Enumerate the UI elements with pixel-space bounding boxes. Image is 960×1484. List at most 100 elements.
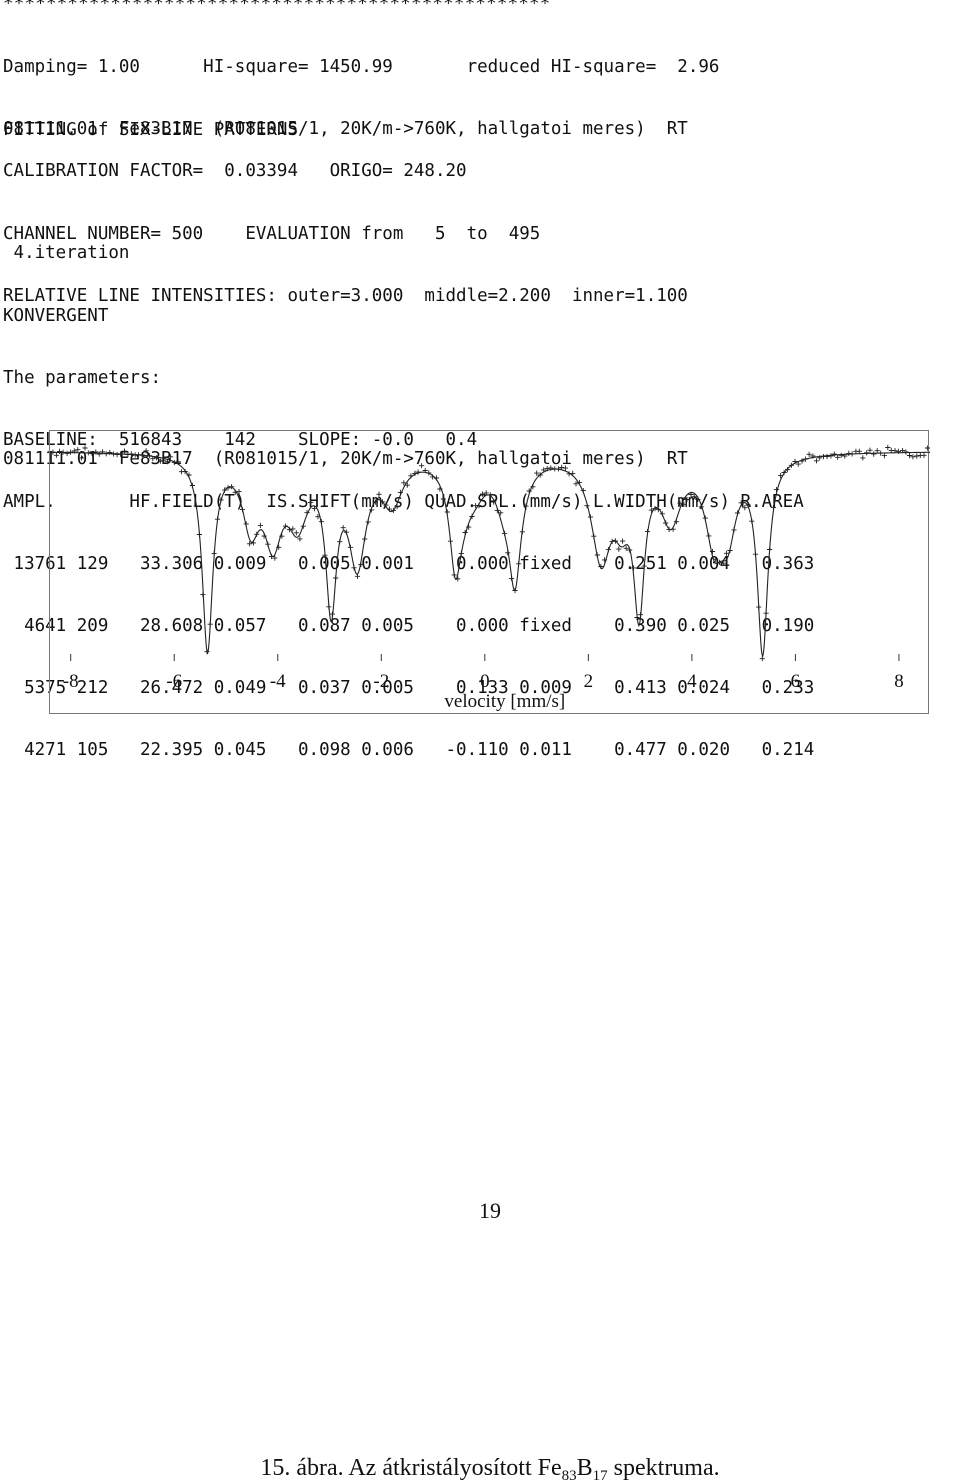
data-point [164, 459, 171, 465]
data-point [157, 458, 163, 464]
calibration-factor-line: CALIBRATION FACTOR= 0.03394 ORIGO= 248.2… [3, 161, 467, 182]
x-tick-label: 8 [894, 671, 904, 692]
data-point [433, 475, 440, 481]
data-point [856, 448, 862, 454]
data-point [82, 445, 88, 451]
x-axis: -8 -6 -4 -2 0 2 4 6 8 velocity [mm/s] [63, 654, 904, 712]
data-point [426, 470, 432, 476]
data-point [806, 451, 812, 457]
baseline-line: BASELINE: 516843 142 SLOPE: -0.0 0.4 [3, 429, 478, 450]
data-point [351, 565, 357, 571]
data-point [727, 547, 733, 554]
data-point [573, 481, 579, 487]
data-point [329, 611, 335, 617]
data-point [189, 482, 195, 489]
line-intensities-line: RELATIVE LINE INTENSITIES: outer=3.000 m… [3, 285, 688, 306]
table-row: 4641 209 28.608 0.057 0.087 0.005 0.000 … [3, 615, 815, 636]
data-point [261, 533, 267, 539]
sample-line: 081111.01 Fe83B17 (R081015/1, 20K/m->760… [3, 78, 688, 161]
data-point [390, 507, 396, 513]
data-point [218, 497, 224, 503]
data-point [236, 489, 242, 495]
data-point [103, 451, 109, 457]
data-point [644, 529, 651, 535]
convergence-line: KONVERGENT [3, 305, 109, 326]
data-point [487, 492, 493, 498]
channel-number-line: CHANNEL NUMBER= 500 EVALUATION from 5 to… [3, 223, 541, 244]
data-point [502, 530, 508, 536]
data-point [286, 527, 292, 533]
data-point [878, 450, 884, 456]
data-point [279, 533, 285, 539]
data-point [276, 544, 282, 550]
data-point [695, 496, 701, 502]
data-point [99, 449, 106, 455]
data-point [795, 461, 801, 467]
data-point [415, 469, 421, 475]
data-point [846, 450, 852, 456]
data-point [462, 529, 468, 536]
data-point [842, 453, 848, 459]
data-point [559, 464, 565, 471]
data-point [817, 455, 823, 461]
data-point [752, 551, 759, 557]
data-point [362, 536, 368, 542]
data-point [117, 451, 124, 457]
data-point [508, 575, 515, 581]
data-point [67, 449, 74, 455]
data-point [300, 523, 306, 529]
data-point [437, 486, 443, 492]
data-point [379, 499, 386, 505]
data-point [709, 548, 716, 555]
data-point [698, 504, 704, 510]
data-point [440, 496, 446, 502]
data-point [849, 451, 855, 457]
data-point [337, 539, 343, 545]
data-point [354, 573, 361, 579]
data-point [455, 576, 461, 582]
data-point [720, 560, 726, 566]
data-point [655, 507, 661, 513]
data-point [892, 448, 898, 454]
x-tick-label: -2 [373, 671, 389, 692]
data-point [785, 467, 791, 473]
data-point [867, 447, 873, 453]
data-point [594, 552, 600, 558]
data-point [921, 452, 927, 458]
figure-caption: 15. ábra. Az átkristályosított Fe83B17 s… [0, 1455, 960, 1484]
data-point [466, 524, 472, 530]
data-point [767, 546, 773, 553]
data-point [612, 538, 618, 544]
separator-stars: ****************************************… [3, 0, 551, 14]
sample-id-line: 081111.01 Fe83B17 (R081015/1, 20K/m->760… [3, 119, 688, 140]
data-point [835, 454, 841, 460]
data-point [272, 555, 278, 561]
data-point [871, 451, 877, 457]
parameters-block: 4.iteration KONVERGENT The parameters: B… [3, 202, 814, 782]
data-point [541, 467, 547, 473]
data-point [211, 550, 217, 556]
data-point [792, 458, 798, 465]
data-point [702, 515, 708, 521]
data-point [128, 451, 134, 457]
data-point [716, 559, 722, 565]
data-point [96, 451, 102, 457]
data-point [874, 448, 880, 454]
data-point [265, 541, 271, 547]
data-point [713, 556, 719, 562]
data-point [193, 503, 199, 509]
data-point [78, 455, 84, 461]
data-point [534, 470, 540, 476]
data-point [147, 453, 153, 459]
data-point [93, 449, 99, 455]
data-point [659, 511, 665, 517]
data-point [673, 519, 679, 525]
iteration-line: 4.iteration [3, 243, 130, 264]
data-point [315, 514, 321, 520]
data-point [734, 510, 741, 516]
data-point [548, 465, 554, 471]
x-tick-label: 0 [480, 671, 490, 692]
data-point [243, 521, 249, 527]
data-point [670, 526, 676, 532]
caption-suffix: spektruma. [607, 1455, 720, 1481]
